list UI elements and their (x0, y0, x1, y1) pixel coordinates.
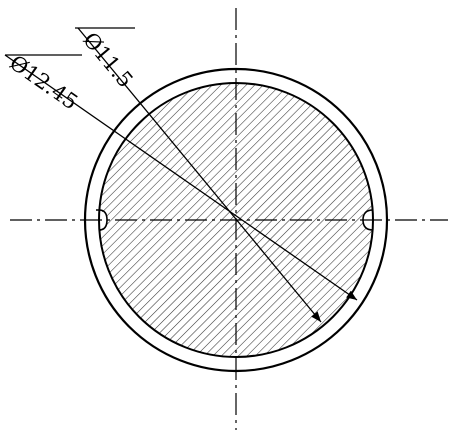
dimension-11-5 (75, 27, 322, 323)
dimension-12-45 (4, 54, 358, 301)
dimension-label-12-45: Ø12.45 (5, 50, 82, 114)
dimension-label-11-5: Ø11.5 (78, 28, 138, 92)
